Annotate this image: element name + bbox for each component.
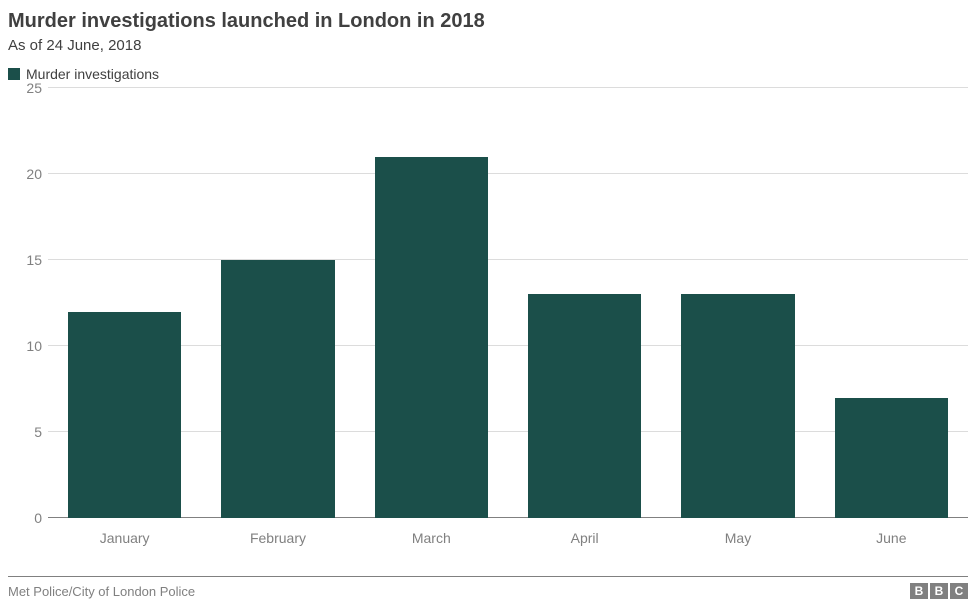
legend-label: Murder investigations	[26, 66, 159, 82]
bar	[835, 398, 948, 518]
footer: Met Police/City of London Police BBC	[8, 576, 968, 599]
bbc-logo: BBC	[910, 583, 968, 599]
bar-slot	[661, 88, 814, 518]
y-tick-label: 5	[8, 424, 42, 440]
x-axis-labels: JanuaryFebruaryMarchAprilMayJune	[48, 524, 968, 548]
bars-group	[48, 88, 968, 518]
legend-swatch	[8, 68, 20, 80]
chart-title: Murder investigations launched in London…	[8, 10, 968, 33]
bar-slot	[508, 88, 661, 518]
bar	[221, 260, 334, 518]
x-tick-label: January	[48, 524, 201, 548]
x-tick-label: May	[661, 524, 814, 548]
y-tick-label: 0	[8, 510, 42, 526]
bar	[528, 294, 641, 518]
bbc-logo-box: C	[950, 583, 968, 599]
y-tick-label: 15	[8, 252, 42, 268]
chart-area: 0510152025 JanuaryFebruaryMarchAprilMayJ…	[8, 88, 968, 548]
x-tick-label: June	[815, 524, 968, 548]
bar	[375, 157, 488, 518]
bbc-logo-box: B	[930, 583, 948, 599]
y-tick-label: 20	[8, 166, 42, 182]
chart-subtitle: As of 24 June, 2018	[8, 37, 968, 54]
y-tick-label: 25	[8, 80, 42, 96]
x-tick-label: March	[355, 524, 508, 548]
bar-slot	[815, 88, 968, 518]
x-tick-label: April	[508, 524, 661, 548]
legend: Murder investigations	[8, 66, 968, 82]
chart-container: Murder investigations launched in London…	[0, 0, 976, 607]
source-text: Met Police/City of London Police	[8, 584, 195, 599]
bar-slot	[355, 88, 508, 518]
bar-slot	[201, 88, 354, 518]
bar	[68, 312, 181, 518]
y-tick-label: 10	[8, 338, 42, 354]
bar-slot	[48, 88, 201, 518]
bar	[681, 294, 794, 518]
bbc-logo-box: B	[910, 583, 928, 599]
x-tick-label: February	[201, 524, 354, 548]
